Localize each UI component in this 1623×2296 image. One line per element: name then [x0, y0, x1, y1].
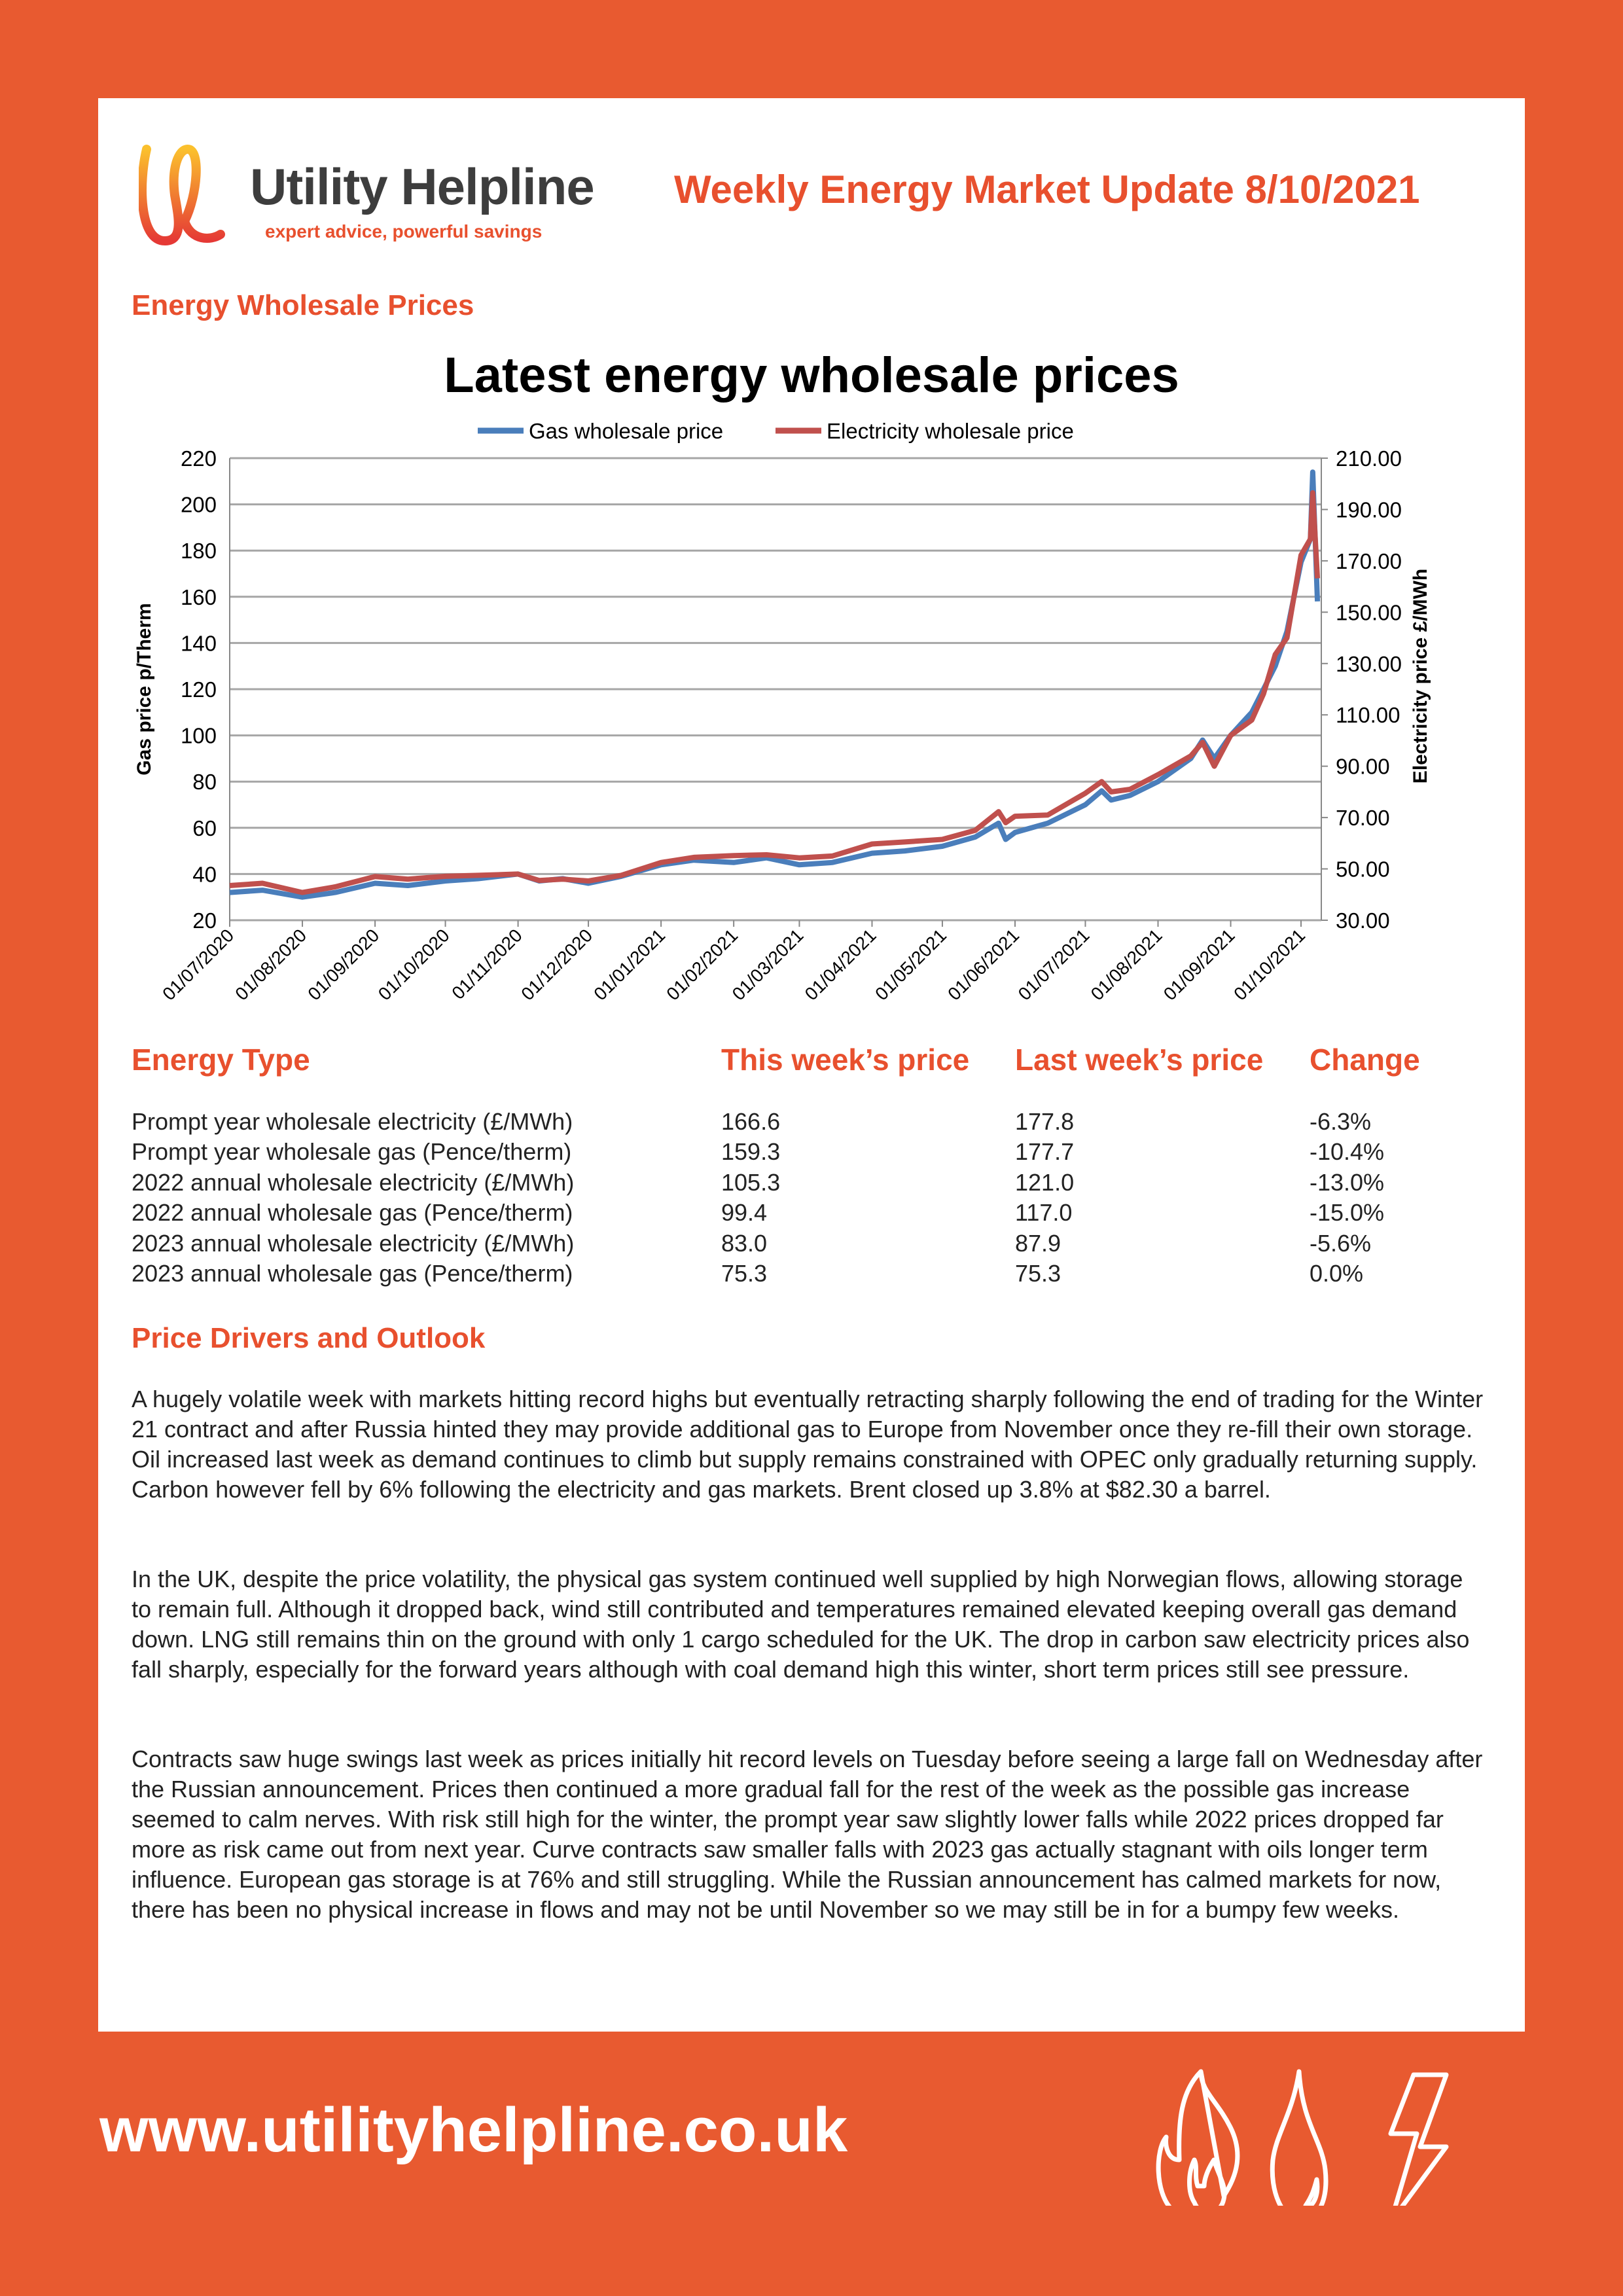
water-drop-icon — [1270, 2069, 1329, 2206]
y2-tick-label: 90.00 — [1336, 755, 1390, 779]
table-header: This week’s price — [721, 1043, 970, 1077]
table-cell: 105.3 — [721, 1168, 781, 1196]
table-cell: -10.4% — [1310, 1138, 1385, 1166]
legend-label: Gas wholesale price — [529, 419, 723, 443]
table-header: Energy Type — [132, 1043, 310, 1077]
x-tick-label: 01/05/2021 — [871, 925, 950, 1004]
y-axis-label: Gas price p/Therm — [134, 603, 155, 775]
table-cell: Prompt year wholesale electricity (£/MWh… — [132, 1108, 573, 1135]
website-url[interactable]: www.utilityhelpline.co.uk — [99, 2095, 848, 2165]
x-tick-label: 01/11/2020 — [448, 925, 526, 1003]
table-cell: 177.8 — [1015, 1108, 1075, 1135]
table-cell: 2022 annual wholesale electricity (£/MWh… — [132, 1168, 575, 1196]
table-cell: 0.0% — [1310, 1260, 1364, 1287]
table-cell: -6.3% — [1310, 1108, 1372, 1135]
table-cell: 87.9 — [1015, 1229, 1061, 1257]
y2-tick-label: 210.00 — [1336, 446, 1402, 471]
table-header: Last week’s price — [1015, 1043, 1264, 1077]
x-tick-label: 01/09/2021 — [1160, 925, 1239, 1004]
y2-tick-label: 110.00 — [1336, 703, 1400, 727]
y2-axis-label: Electricity price £/MWh — [1410, 569, 1431, 783]
y-tick-label: 40 — [192, 862, 217, 886]
y2-tick-label: 190.00 — [1336, 497, 1402, 522]
x-tick-label: 01/10/2021 — [1230, 925, 1309, 1004]
x-tick-label: 01/07/2020 — [158, 925, 238, 1004]
legend-label: Electricity wholesale price — [827, 419, 1074, 443]
x-tick-label: 01/08/2021 — [1087, 925, 1166, 1004]
y-tick-label: 20 — [192, 908, 217, 933]
x-tick-label: 01/06/2021 — [944, 925, 1023, 1004]
series-line-gas — [229, 469, 1321, 900]
x-tick-label: 01/08/2020 — [231, 925, 310, 1004]
paragraph: A hugely volatile week with markets hitt… — [132, 1386, 1484, 1503]
y-tick-label: 140 — [181, 631, 217, 655]
paragraph: Contracts saw huge swings last week as p… — [132, 1746, 1483, 1923]
table-cell: -13.0% — [1310, 1168, 1385, 1196]
content-panel — [98, 98, 1525, 2032]
table-cell: 159.3 — [721, 1138, 781, 1166]
x-tick-label: 01/01/2021 — [590, 925, 669, 1004]
series-line-electricity — [229, 490, 1321, 895]
brand-name: Utility Helpline — [250, 158, 595, 215]
price-chart: 20 40 60 80 100 120 140 160 180 200 220 30.00 50.00 7… — [134, 419, 1431, 1004]
table-cell: 99.4 — [721, 1199, 768, 1227]
y2-tick-label: 30.00 — [1336, 908, 1390, 933]
paragraph: In the UK, despite the price volatility,… — [132, 1566, 1470, 1683]
y2-tick-label: 70.00 — [1336, 806, 1390, 830]
section-heading-drivers: Price Drivers and Outlook — [132, 1322, 486, 1354]
x-tick-label: 01/12/2020 — [517, 925, 596, 1004]
flame-icon — [1156, 2069, 1240, 2206]
x-tick-label: 01/09/2020 — [304, 925, 383, 1004]
y2-tick-label: 150.00 — [1336, 600, 1402, 624]
brand-tagline: expert advice, powerful savings — [265, 221, 543, 242]
chart-title: Latest energy wholesale prices — [444, 348, 1179, 403]
table-cell: 83.0 — [721, 1229, 768, 1257]
logo-mark — [139, 144, 225, 246]
table-cell: 177.7 — [1015, 1138, 1075, 1166]
table-header: Change — [1310, 1043, 1420, 1077]
table-cell: -5.6% — [1310, 1229, 1372, 1257]
table-cell: 117.0 — [1015, 1199, 1073, 1227]
document-title: Weekly Energy Market Update 8/10/2021 — [674, 168, 1420, 211]
y-tick-label: 200 — [181, 493, 217, 517]
table-cell: 75.3 — [1015, 1260, 1061, 1287]
x-tick-label: 01/03/2021 — [728, 925, 808, 1004]
lightning-icon — [1388, 2072, 1449, 2206]
table-cell: -15.0% — [1310, 1199, 1385, 1227]
x-tick-label: 01/10/2020 — [374, 925, 454, 1004]
table-cell: 2022 annual wholesale gas (Pence/therm) — [132, 1199, 573, 1227]
y-tick-label: 60 — [192, 816, 217, 840]
x-tick-label: 01/04/2021 — [801, 925, 880, 1004]
y-tick-label: 120 — [181, 677, 217, 702]
table-cell: 75.3 — [721, 1260, 768, 1287]
table-cell: 2023 annual wholesale gas (Pence/therm) — [132, 1260, 573, 1287]
table-cell: 2023 annual wholesale electricity (£/MWh… — [132, 1229, 575, 1257]
y2-tick-label: 170.00 — [1336, 549, 1402, 573]
y-tick-label: 220 — [181, 446, 217, 471]
section-heading-wholesale: Energy Wholesale Prices — [132, 289, 474, 321]
y-tick-label: 160 — [181, 585, 217, 609]
y2-tick-label: 50.00 — [1336, 857, 1390, 882]
table-cell: 121.0 — [1015, 1168, 1075, 1196]
y-tick-label: 80 — [192, 770, 217, 794]
y-tick-label: 180 — [181, 539, 217, 563]
table-cell: 166.6 — [721, 1108, 781, 1135]
x-tick-label: 01/07/2021 — [1014, 925, 1094, 1004]
y-tick-label: 100 — [181, 724, 217, 748]
y2-tick-label: 130.00 — [1336, 652, 1402, 676]
table-cell: Prompt year wholesale gas (Pence/therm) — [132, 1138, 572, 1166]
